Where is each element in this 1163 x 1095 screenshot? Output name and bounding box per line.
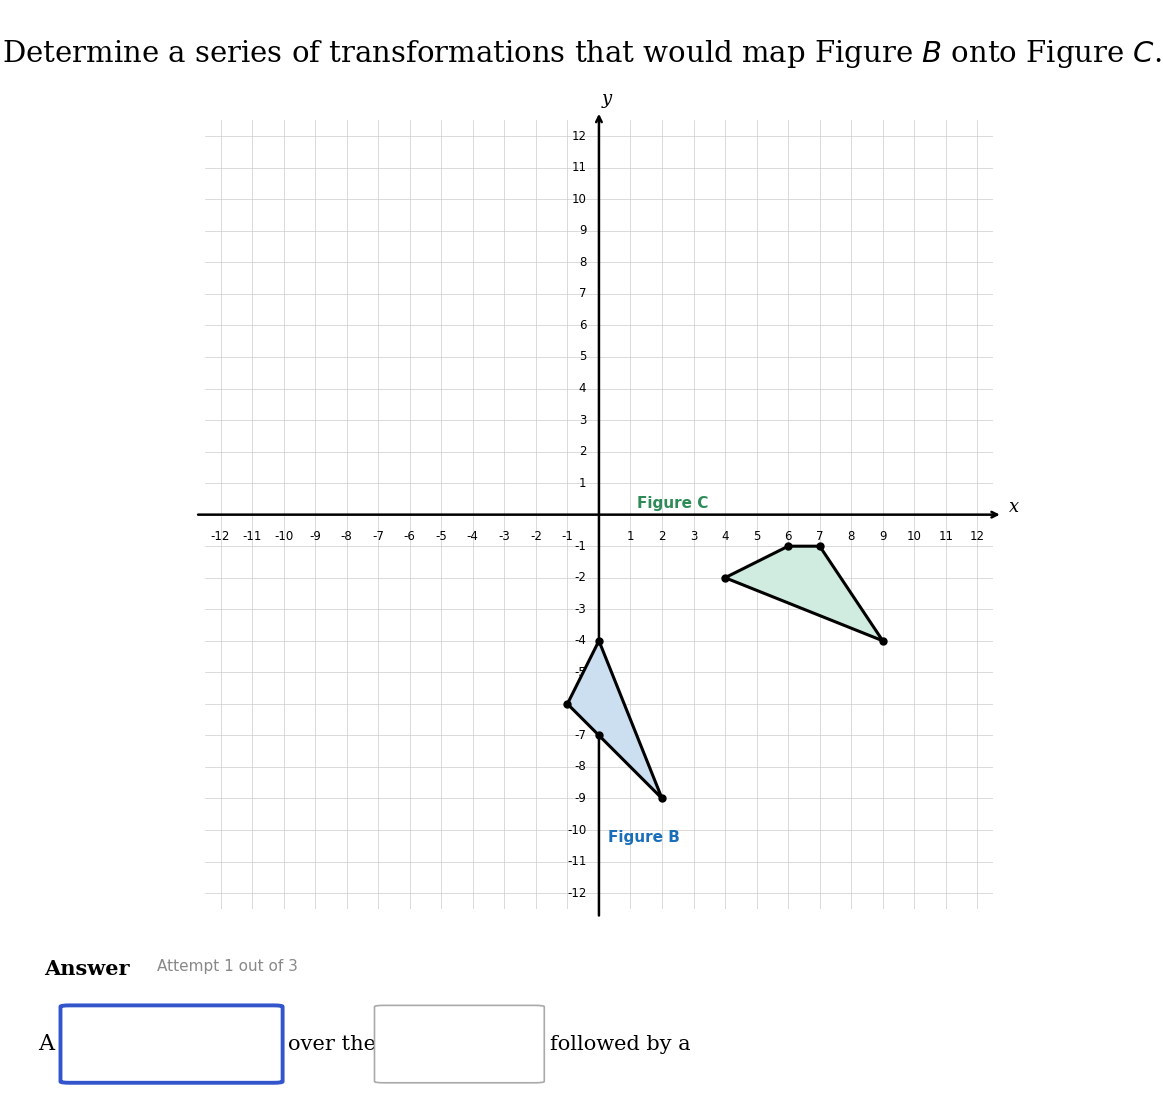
Text: -9: -9 — [575, 792, 586, 805]
Text: 6: 6 — [579, 319, 586, 332]
Text: Answer: Answer — [44, 959, 130, 979]
Text: 2: 2 — [658, 530, 665, 543]
Text: followed by a: followed by a — [550, 1035, 691, 1053]
Text: 11: 11 — [571, 161, 586, 174]
Text: 9: 9 — [579, 224, 586, 238]
Text: -1: -1 — [562, 530, 573, 543]
Text: ∨: ∨ — [240, 1037, 250, 1051]
Text: over the: over the — [288, 1035, 377, 1053]
Text: -5: -5 — [435, 530, 447, 543]
Text: -11: -11 — [242, 530, 262, 543]
Text: reflection: reflection — [100, 1035, 202, 1053]
Text: 9: 9 — [879, 530, 886, 543]
Polygon shape — [568, 641, 662, 798]
Text: 12: 12 — [970, 530, 985, 543]
Text: -8: -8 — [341, 530, 352, 543]
Text: x: x — [1009, 498, 1019, 516]
Text: 6: 6 — [784, 530, 792, 543]
Text: 1: 1 — [627, 530, 634, 543]
Text: Figure B: Figure B — [608, 830, 680, 845]
Text: 8: 8 — [848, 530, 855, 543]
Text: 2: 2 — [579, 445, 586, 458]
Text: -1: -1 — [575, 540, 586, 553]
Polygon shape — [725, 546, 883, 641]
Text: -3: -3 — [499, 530, 511, 543]
Text: -4: -4 — [575, 634, 586, 647]
Text: -12: -12 — [211, 530, 230, 543]
Text: -2: -2 — [530, 530, 542, 543]
Text: -12: -12 — [566, 887, 586, 900]
Text: 4: 4 — [721, 530, 729, 543]
FancyBboxPatch shape — [60, 1005, 283, 1083]
FancyBboxPatch shape — [374, 1005, 544, 1083]
Text: Attempt 1 out of 3: Attempt 1 out of 3 — [157, 959, 298, 975]
Text: -9: -9 — [309, 530, 321, 543]
Text: -7: -7 — [372, 530, 384, 543]
Text: 4: 4 — [579, 382, 586, 395]
Text: 5: 5 — [752, 530, 761, 543]
Text: -3: -3 — [575, 602, 586, 615]
Text: -11: -11 — [566, 855, 586, 868]
Text: 10: 10 — [571, 193, 586, 206]
Text: -5: -5 — [575, 666, 586, 679]
Text: -6: -6 — [575, 698, 586, 711]
Text: -6: -6 — [404, 530, 415, 543]
Text: 8: 8 — [579, 256, 586, 269]
Text: 5: 5 — [579, 350, 586, 364]
Text: Determine a series of transformations that would map Figure $B$ onto Figure $C$.: Determine a series of transformations th… — [1, 38, 1162, 70]
Text: ∨: ∨ — [507, 1037, 518, 1051]
Text: -7: -7 — [575, 729, 586, 742]
Text: Figure C: Figure C — [637, 496, 708, 511]
Text: -4: -4 — [466, 530, 479, 543]
Text: 12: 12 — [571, 129, 586, 142]
Text: -10: -10 — [568, 823, 586, 837]
Text: -10: -10 — [274, 530, 293, 543]
Text: 11: 11 — [939, 530, 954, 543]
Text: 3: 3 — [690, 530, 698, 543]
Text: 7: 7 — [816, 530, 823, 543]
Text: A: A — [38, 1033, 55, 1056]
Text: 1: 1 — [579, 476, 586, 489]
Text: 7: 7 — [579, 287, 586, 300]
Text: -8: -8 — [575, 760, 586, 773]
Text: y: y — [601, 90, 612, 107]
Text: 3: 3 — [579, 414, 586, 427]
Text: 10: 10 — [907, 530, 922, 543]
Text: -2: -2 — [575, 572, 586, 585]
